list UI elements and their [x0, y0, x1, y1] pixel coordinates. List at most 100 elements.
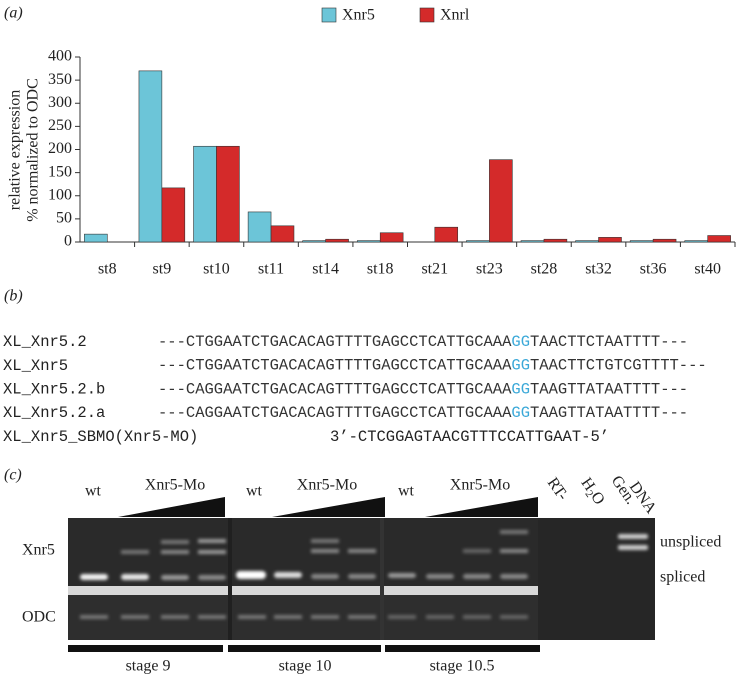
sequence-part: TAACTTCTAATTTT---: [530, 333, 688, 351]
bar: [543, 238, 568, 243]
bar: [520, 240, 545, 243]
y-axis-label: % normalized to ODC: [25, 78, 42, 222]
band: [500, 549, 528, 553]
legend-swatch: [419, 7, 435, 23]
y-tick-label: 300: [48, 94, 72, 111]
row-label: Xnr5: [22, 542, 55, 559]
stage-label: stage 10.5: [430, 658, 495, 675]
bar: [84, 233, 108, 243]
gel-seam: [380, 518, 384, 640]
band: [238, 615, 266, 619]
rt-label: RT-: [544, 475, 571, 504]
y-axis-label: relative expression: [7, 90, 24, 210]
bar: [193, 145, 217, 243]
band: [426, 574, 454, 579]
band: [161, 550, 189, 554]
treatment-label: Xnr5-Mo: [297, 477, 357, 494]
x-tick-label: st18: [367, 261, 394, 278]
band: [348, 574, 376, 579]
water-label: H2O: [576, 475, 608, 509]
sequence-part: GG: [511, 357, 530, 375]
y-tick-label: 400: [48, 48, 72, 65]
band: [618, 534, 648, 539]
band: [80, 574, 108, 580]
treatment-label: Xnr5-Mo: [450, 477, 510, 494]
bar: [629, 240, 654, 243]
bar: [684, 240, 709, 243]
band: [463, 615, 491, 619]
sequence-part: GG: [511, 380, 530, 398]
stage-bar: [385, 645, 540, 652]
x-tick-label: st11: [258, 261, 284, 278]
sequence-part: TAAGTTATAATTTT---: [530, 380, 688, 398]
band: [348, 615, 376, 619]
sequence: ---CTGGAATCTGACACAGTTTTGAGCCTCATTGCAAAGG…: [158, 333, 688, 351]
x-tick-label: st32: [585, 261, 612, 278]
y-tick-label: 50: [56, 210, 72, 227]
band-label: unspliced: [660, 534, 721, 551]
sequence: ---CTGGAATCTGACACAGTTTTGAGCCTCATTGCAAAGG…: [158, 357, 707, 375]
x-tick-label: st8: [98, 261, 117, 278]
y-tick-label: 150: [48, 163, 72, 180]
dose-wedge: [272, 497, 385, 517]
sequence-part: GG: [511, 404, 530, 422]
sequence-name: XL_Xnr5.2.b: [3, 380, 105, 398]
sequence-part: ---CAGGAATCTGACACAGTTTTGAGCCTCATTGCAAA: [158, 404, 512, 422]
sequence-part: GG: [511, 333, 530, 351]
band: [463, 549, 491, 553]
water-part: 2: [583, 488, 596, 499]
bar: [489, 159, 513, 243]
sequence-part: ---CTGGAATCTGACACAGTTTTGAGCCTCATTGCAAA: [158, 357, 512, 375]
x-tick-label: st40: [694, 261, 721, 278]
gel-image: [68, 497, 655, 652]
band: [618, 545, 648, 550]
bar: [270, 225, 295, 243]
bar: [138, 70, 163, 243]
x-tick-label: st28: [531, 261, 558, 278]
bar: [356, 240, 381, 243]
bar: [161, 187, 186, 243]
band: [500, 574, 528, 579]
bands: [80, 530, 648, 619]
legend-swatch: [321, 7, 337, 23]
band: [500, 615, 528, 619]
y-tick-label: 250: [48, 117, 72, 134]
row-label: ODC: [22, 609, 56, 626]
sequence-name: XL_Xnr5.2.a: [3, 404, 105, 422]
x-tick-label: st14: [312, 261, 339, 278]
y-tick-label: 100: [48, 186, 72, 203]
bar: [652, 238, 677, 243]
dose-wedge: [425, 497, 538, 517]
control-label: wt: [85, 483, 102, 500]
band: [311, 549, 339, 553]
band: [388, 615, 416, 619]
treatment-label: Xnr5-Mo: [145, 477, 205, 494]
band: [388, 573, 416, 578]
band: [161, 575, 189, 580]
band: [198, 539, 226, 543]
sequence-part: TAACTTCTGTCGTTTT---: [530, 357, 707, 375]
band: [121, 574, 149, 580]
bar: [379, 232, 404, 243]
morpholino-sequence: 3’-CTCGGAGTAACGTTTCCATTGAAT-5’: [330, 428, 609, 446]
sequence-part: ---CTGGAATCTGACACAGTTTTGAGCCTCATTGCAAA: [158, 333, 512, 351]
band: [198, 550, 226, 554]
stage-bar: [228, 645, 381, 652]
x-tick-label: st23: [476, 261, 503, 278]
bar: [216, 145, 240, 243]
band: [198, 575, 226, 580]
bar: [575, 240, 599, 243]
control-label: wt: [398, 483, 415, 500]
sequence-name: XL_Xnr5: [3, 357, 68, 375]
bar: [247, 211, 272, 243]
stage-bar: [68, 645, 223, 652]
gel-seam: [228, 518, 232, 640]
band: [121, 550, 149, 554]
band-label: spliced: [660, 569, 705, 586]
band: [236, 571, 266, 579]
band: [161, 615, 189, 619]
band: [80, 615, 108, 619]
bar: [325, 238, 349, 243]
